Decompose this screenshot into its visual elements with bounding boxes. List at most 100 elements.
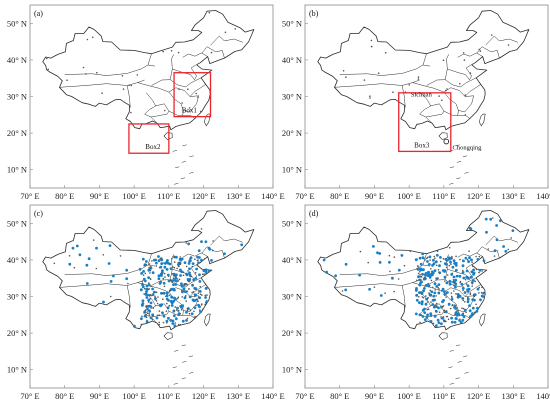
station-dot xyxy=(85,263,89,267)
station-dot xyxy=(430,293,433,296)
station-dot xyxy=(510,237,512,239)
station-dot xyxy=(140,323,143,326)
station-dot xyxy=(417,76,420,78)
station-dot xyxy=(493,249,497,253)
station-dot xyxy=(154,295,156,298)
province-border xyxy=(182,52,208,58)
province-border xyxy=(182,115,196,119)
station-dot xyxy=(148,309,152,313)
province-border xyxy=(457,252,483,258)
station-dot xyxy=(176,297,179,300)
station-dot xyxy=(125,268,129,272)
station-dot xyxy=(465,275,469,279)
station-dot xyxy=(475,303,477,306)
station-dot xyxy=(435,253,439,257)
station-dot xyxy=(175,273,178,277)
station-dot xyxy=(165,319,169,323)
station-dot xyxy=(465,283,468,285)
province-border xyxy=(457,52,483,58)
station-dot xyxy=(174,306,177,308)
province-border xyxy=(422,53,427,66)
station-dot xyxy=(461,297,465,300)
station-dot xyxy=(421,296,424,298)
station-dot xyxy=(173,278,176,282)
station-dot xyxy=(92,239,95,241)
station-dot xyxy=(183,261,187,264)
station-dot xyxy=(177,296,180,299)
station-dot xyxy=(482,259,486,263)
station-dot xyxy=(203,258,206,260)
station-dot xyxy=(170,50,173,52)
station-dot xyxy=(195,267,199,271)
station-dot xyxy=(476,306,479,310)
station-dot xyxy=(189,258,191,260)
station-dot xyxy=(193,316,196,318)
station-dot xyxy=(450,316,453,320)
station-dot xyxy=(372,245,375,248)
box-label: Box3 xyxy=(414,141,430,149)
island-mark xyxy=(449,383,455,385)
station-dot xyxy=(46,57,48,60)
station-dot xyxy=(149,272,151,274)
station-dot xyxy=(185,283,187,285)
station-dot xyxy=(149,278,152,281)
station-dot xyxy=(167,299,170,302)
station-dot xyxy=(453,290,455,292)
lat-tick-label: 20° N xyxy=(282,328,302,338)
station-dot xyxy=(199,310,202,314)
country-border xyxy=(42,210,255,331)
station-dot xyxy=(334,274,337,278)
island-mark xyxy=(449,166,455,169)
lon-tick-label: 140° E xyxy=(261,191,284,201)
island-mark xyxy=(173,383,178,385)
station-dot xyxy=(199,293,202,296)
chongqing-marker xyxy=(443,138,450,145)
station-dot xyxy=(468,226,472,230)
station-dot xyxy=(193,306,197,310)
station-dot xyxy=(171,319,175,323)
station-dot xyxy=(397,278,400,280)
station-dot xyxy=(187,88,189,90)
station-dot xyxy=(438,311,441,314)
island-mark xyxy=(172,366,177,369)
panel-label: (b) xyxy=(309,9,319,18)
station-dot xyxy=(162,281,166,285)
station-dot xyxy=(139,288,143,292)
station-dot xyxy=(145,263,148,266)
station-dot xyxy=(205,300,209,303)
station-dot xyxy=(240,243,244,247)
island-mark xyxy=(463,355,468,358)
station-dot xyxy=(433,315,437,318)
station-dot xyxy=(418,295,420,298)
station-dot xyxy=(186,309,189,312)
station-dot xyxy=(166,322,168,324)
station-dot xyxy=(418,313,422,317)
station-dot xyxy=(161,273,163,275)
station-dot xyxy=(435,302,438,305)
station-dot xyxy=(198,296,202,300)
station-dot xyxy=(188,295,192,299)
province-border xyxy=(201,46,225,59)
province-border xyxy=(476,246,500,259)
station-dot xyxy=(456,309,459,312)
station-dot xyxy=(450,292,453,294)
station-dot xyxy=(160,258,164,262)
lat-tick-label: 40° N xyxy=(282,255,302,265)
station-dot xyxy=(450,320,454,324)
station-dot xyxy=(185,319,188,322)
station-dot xyxy=(428,276,432,279)
station-dot xyxy=(423,311,427,314)
station-dot xyxy=(151,260,153,262)
station-dot xyxy=(426,260,429,263)
station-dot xyxy=(472,268,475,272)
station-dot xyxy=(461,271,465,274)
station-dot xyxy=(459,320,463,324)
station-dot xyxy=(152,307,155,309)
station-dot xyxy=(423,287,426,290)
station-dot xyxy=(185,265,188,268)
station-dot xyxy=(447,256,451,260)
station-dot xyxy=(440,316,442,318)
station-dot xyxy=(511,229,515,233)
station-dot xyxy=(197,292,200,295)
station-dot xyxy=(157,255,160,258)
